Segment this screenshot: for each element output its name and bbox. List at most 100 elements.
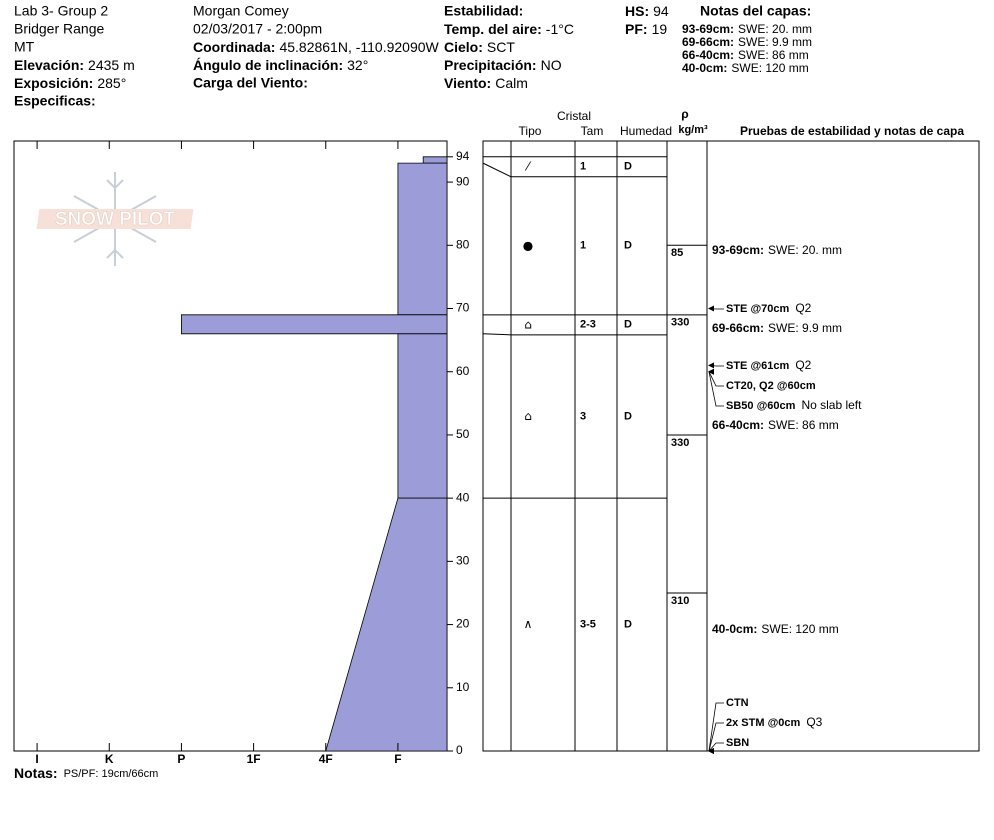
air-temp-label: Temp. del aire: bbox=[444, 21, 542, 37]
header-density-unit: kg/m³ bbox=[678, 124, 708, 136]
header-rho: ρ bbox=[681, 107, 688, 121]
y-tick-label: 70 bbox=[456, 301, 470, 315]
notes-label: Notas: bbox=[14, 765, 58, 781]
air-temp-value: -1°C bbox=[546, 21, 574, 37]
layer-note: 69-66cm: SWE: 9.9 mm bbox=[712, 321, 842, 335]
test-label: STE @61cm bbox=[726, 360, 790, 372]
density-value: 330 bbox=[671, 317, 689, 329]
moisture: D bbox=[624, 410, 632, 422]
grain-size: 1 bbox=[580, 161, 586, 173]
hardness-layer bbox=[325, 497, 448, 752]
site-line: Lab 3- Group 2 bbox=[14, 3, 108, 19]
wind-label: Viento: bbox=[444, 75, 491, 91]
aspect-value: 285° bbox=[97, 75, 126, 91]
test-result: CT20, Q2 @60cm bbox=[726, 380, 816, 392]
aspect: Exposición: 285° bbox=[14, 75, 126, 91]
grain-type: ● bbox=[523, 238, 533, 252]
site-line: Bridger Range bbox=[14, 21, 104, 37]
layer-note: 40-0cm: SWE: 120 mm bbox=[712, 622, 839, 636]
layer-note-range: 69-66cm: bbox=[682, 35, 734, 49]
hs: HS: 94 bbox=[625, 3, 669, 19]
layer-note-text: SWE: 20. mm bbox=[768, 243, 842, 257]
grain-size: 2-3 bbox=[580, 319, 596, 331]
layer-note-range: 66-40cm: bbox=[712, 418, 764, 432]
test-result: STE @61cm Q2 bbox=[726, 358, 812, 372]
test-quality: No slab left bbox=[801, 398, 862, 412]
y-tick-label: 80 bbox=[456, 237, 470, 251]
wind-value: Calm bbox=[495, 75, 528, 91]
hardness-layer bbox=[397, 162, 448, 316]
x-tick-label: 1F bbox=[247, 752, 261, 766]
aspect-label: Exposición: bbox=[14, 75, 93, 91]
grain-size: 3 bbox=[580, 410, 586, 422]
pf-value: 19 bbox=[652, 21, 668, 37]
layer-note-text: SWE: 86 mm bbox=[738, 48, 809, 62]
x-tick-label: K bbox=[105, 752, 114, 766]
y-tick-label: 50 bbox=[456, 427, 470, 441]
elevation: Elevación: 2435 m bbox=[14, 57, 135, 73]
x-tick-label: I bbox=[35, 752, 38, 766]
layer-note-text: SWE: 86 mm bbox=[768, 418, 839, 432]
y-tick-label: 94 bbox=[456, 149, 470, 163]
layer-note-range: 93-69cm: bbox=[682, 22, 734, 36]
density-value: 330 bbox=[671, 437, 689, 449]
elevation-label: Elevación: bbox=[14, 57, 84, 73]
density-value: 85 bbox=[671, 247, 683, 259]
coordinates-label: Coordinada: bbox=[193, 39, 275, 55]
test-arrow bbox=[708, 702, 724, 752]
layer-notes-title: Notas del capas: bbox=[700, 3, 811, 19]
elevation-value: 2435 m bbox=[88, 57, 135, 73]
layer-note-range: 40-0cm: bbox=[712, 622, 757, 636]
test-arrow bbox=[708, 371, 724, 407]
test-result: CTN bbox=[726, 697, 749, 709]
row-connector bbox=[482, 333, 512, 336]
y-tick-label: 60 bbox=[456, 364, 470, 378]
y-tick-label: 20 bbox=[456, 617, 470, 631]
y-tick-label: 10 bbox=[456, 680, 470, 694]
sky-value: SCT bbox=[487, 39, 515, 55]
grain-type: ⌂ bbox=[524, 317, 532, 331]
layer-note: 69-66cm: SWE: 9.9 mm bbox=[682, 35, 812, 49]
specifics: Especificas: bbox=[14, 93, 96, 109]
slope-value: 32° bbox=[347, 57, 368, 73]
wind-load: Carga del Viento: bbox=[193, 75, 308, 91]
test-quality: Q2 bbox=[795, 358, 811, 372]
moisture: D bbox=[624, 618, 632, 630]
coordinates-value: 45.82861N, -110.92090W bbox=[279, 39, 439, 55]
layer-note: 66-40cm: SWE: 86 mm bbox=[682, 48, 809, 62]
test-result: SBN bbox=[726, 737, 749, 749]
precipitation-label: Precipitación: bbox=[444, 57, 537, 73]
grain-size: 3-5 bbox=[580, 618, 596, 630]
layer-note-text: SWE: 9.9 mm bbox=[738, 35, 812, 49]
wind: Viento: Calm bbox=[444, 75, 528, 91]
notes: Notas: PS/PF: 19cm/66cm bbox=[14, 765, 158, 781]
test-label: 2x STM @0cm bbox=[726, 717, 801, 729]
hardness-layer bbox=[422, 156, 448, 164]
slope: Ángulo de inclinación: 32° bbox=[193, 57, 368, 73]
layer-note-text: SWE: 9.9 mm bbox=[768, 321, 842, 335]
precipitation: Precipitación: NO bbox=[444, 57, 562, 73]
layer-note-text: SWE: 120 mm bbox=[761, 622, 838, 636]
coordinates: Coordinada: 45.82861N, -110.92090W bbox=[193, 39, 440, 55]
layer-note-range: 69-66cm: bbox=[712, 321, 764, 335]
moisture: D bbox=[624, 240, 632, 252]
x-tick-label: P bbox=[177, 752, 185, 766]
layer-note: 40-0cm: SWE: 120 mm bbox=[682, 61, 809, 75]
layer-note: 66-40cm: SWE: 86 mm bbox=[712, 418, 839, 432]
test-arrow bbox=[708, 371, 724, 387]
air-temp: Temp. del aire: -1°C bbox=[444, 21, 574, 37]
precipitation-value: NO bbox=[541, 57, 562, 73]
test-label: CT20, Q2 @60cm bbox=[726, 380, 816, 392]
test-arrow bbox=[708, 722, 724, 752]
header-crystal: Cristal bbox=[557, 109, 591, 123]
header-tests: Pruebas de estabilidad y notas de capa bbox=[740, 124, 964, 138]
y-tick-label: 30 bbox=[456, 554, 470, 568]
header-size: Tam bbox=[581, 124, 604, 138]
layer-note-range: 66-40cm: bbox=[682, 48, 734, 62]
y-tick-label: 40 bbox=[456, 490, 470, 504]
stability: Estabilidad: bbox=[444, 3, 523, 19]
layer-note-range: 40-0cm: bbox=[682, 61, 727, 75]
grain-type: ∧ bbox=[524, 617, 533, 631]
row-connector bbox=[482, 162, 512, 178]
